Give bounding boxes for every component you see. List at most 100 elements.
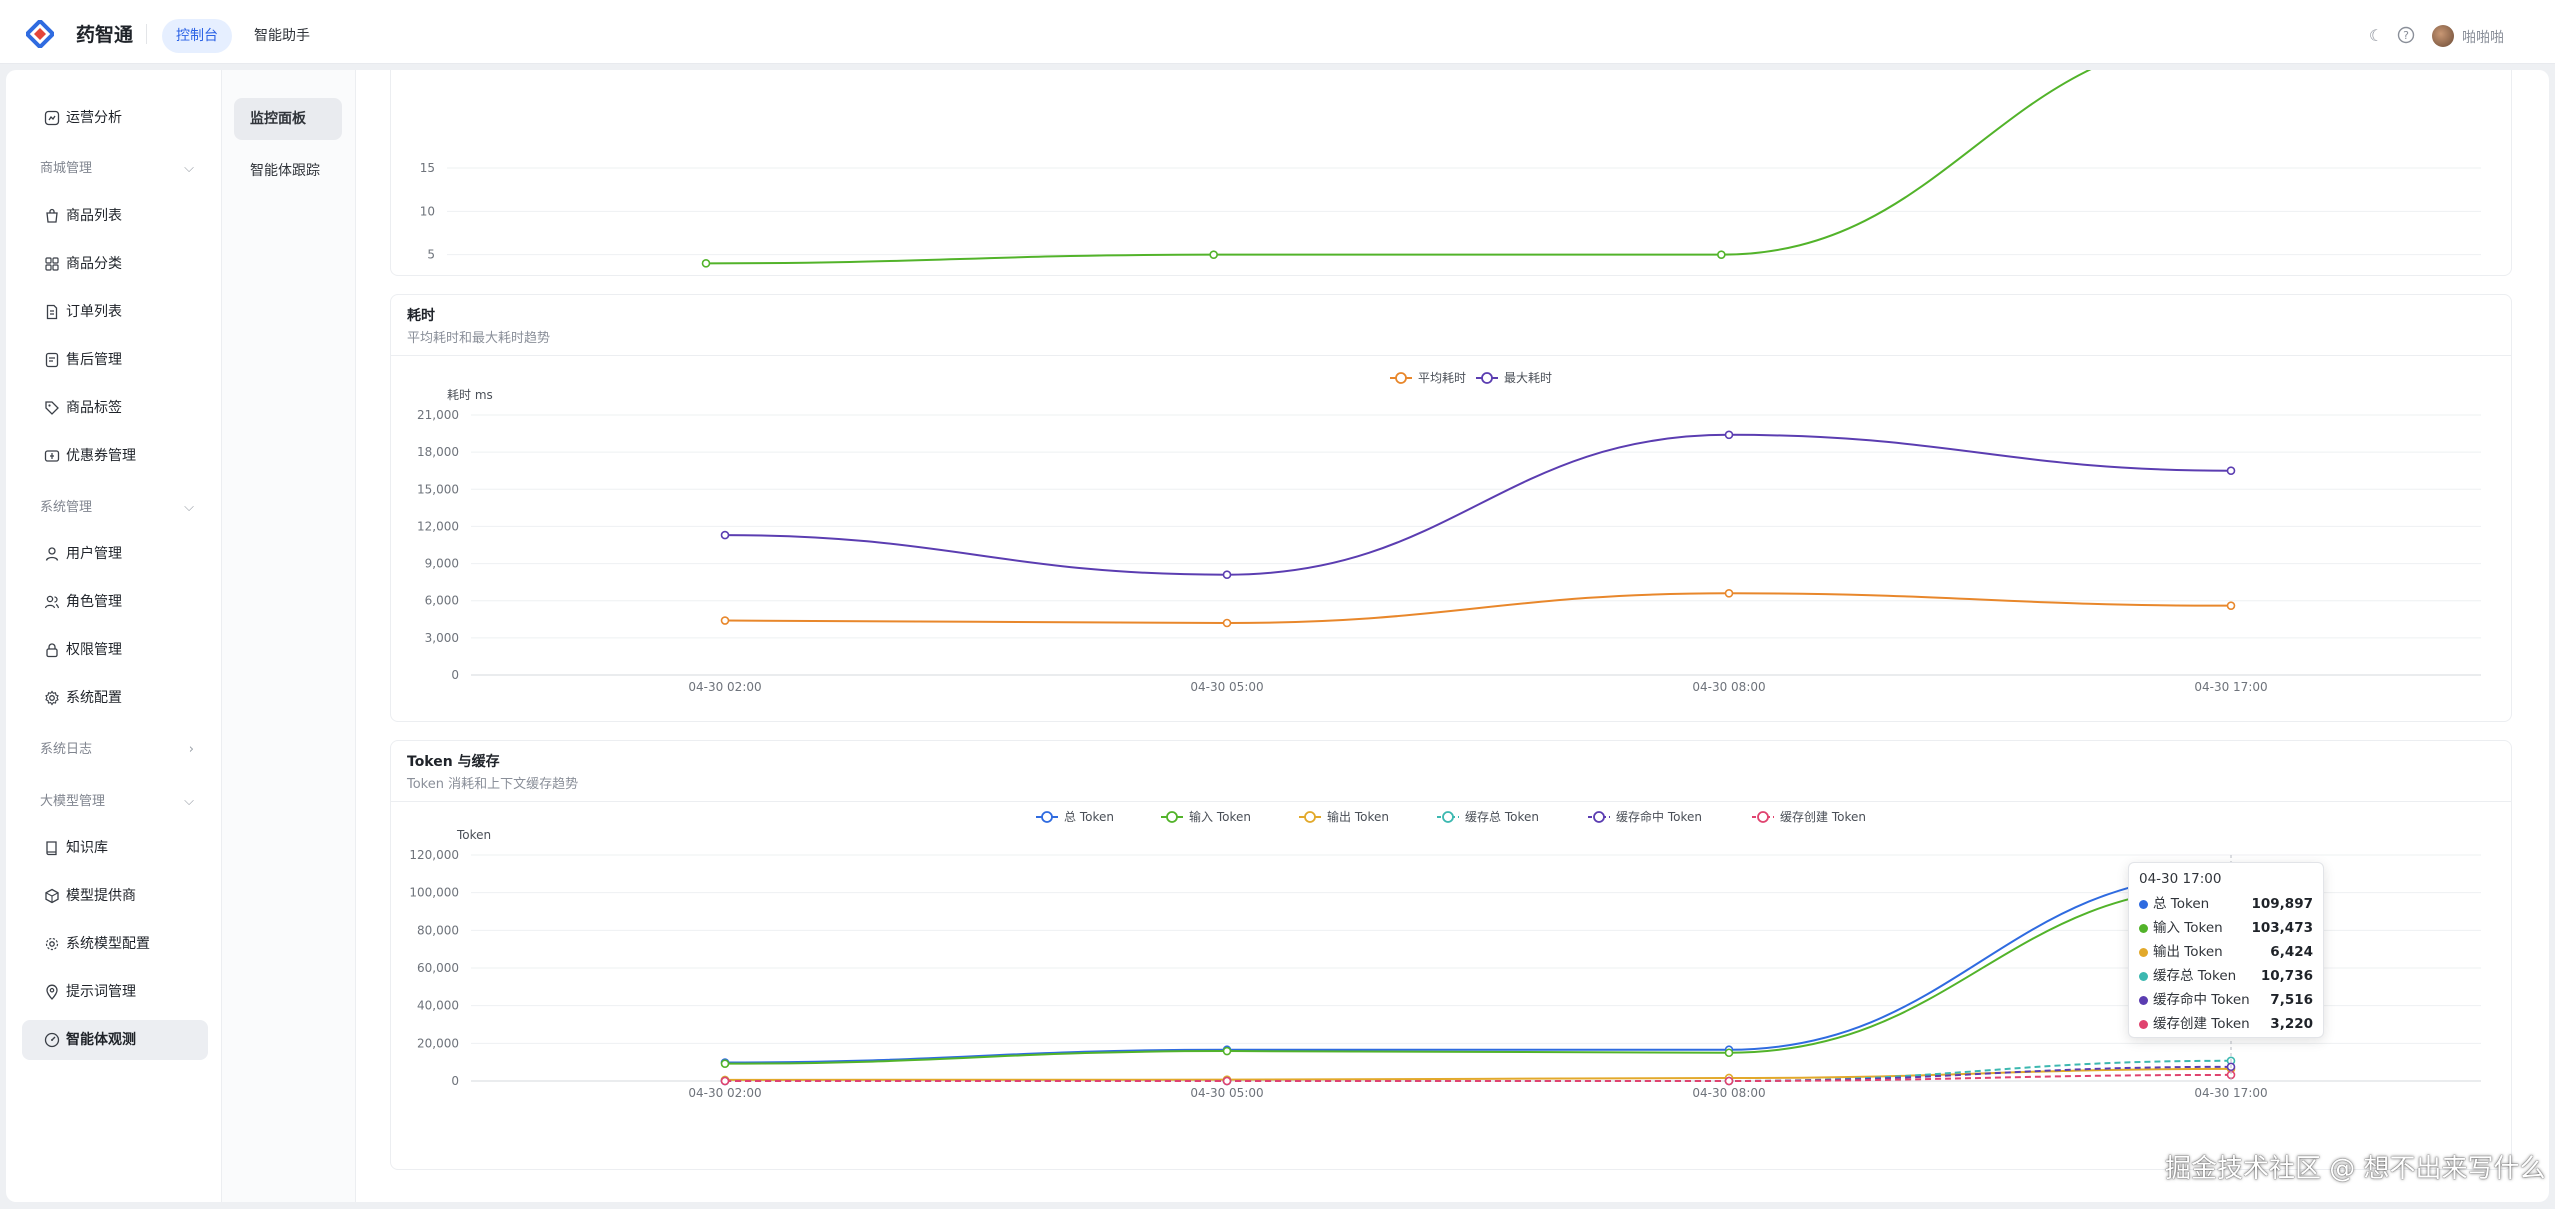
sidebar-item-users[interactable]: 用户管理 [22,534,208,574]
sidebar: 运营分析 商城管理 ⌵ 商品列表 商品分类 订单列表 售后管理 商品标签 优惠券 [6,70,222,1202]
x-tick-label: 04-30 08:00 [1692,1086,1765,1100]
cog-icon [45,937,59,951]
sidebar-item-knowledge-base[interactable]: 知识库 [22,828,208,868]
card-subtitle: 平均耗时和最大耗时趋势 [407,331,551,346]
tooltip-label: 总 Token [2153,896,2210,912]
y-tick-label: 0 [451,1074,459,1088]
top-divider [146,24,147,44]
sidebar-item-system-config[interactable]: 系统配置 [22,678,208,718]
tooltip-label: 缓存命中 Token [2153,992,2250,1008]
data-point [720,530,730,540]
sidebar-item-coupons[interactable]: 优惠券管理 [22,436,208,476]
legend-label: 最大耗时 [1504,371,1552,385]
chevron-right-icon: › [188,742,194,757]
data-point [1222,570,1232,580]
tooltip-value: 109,897 [2251,896,2314,912]
y-tick-label: 9,000 [425,557,459,571]
y-tick-label: 12,000 [417,519,459,533]
sidebar-item-label: 提示词管理 [66,984,136,1000]
card-subtitle: Token 消耗和上下文缓存趋势 [407,777,579,792]
series-line [705,70,2092,265]
sidebar-item-label: 角色管理 [66,594,122,610]
tab-console[interactable]: 控制台 [162,19,232,53]
series-line [725,1073,2232,1082]
sidebar-item-after-sales[interactable]: 售后管理 [22,340,208,380]
series-color-dot [2139,924,2148,933]
help-icon[interactable]: ? [2396,26,2416,46]
sidebar-group-label: 商城管理 [40,161,93,176]
lock-icon [46,643,58,658]
sidebar-group-label: 系统日志 [40,742,93,757]
y-tick-label: 120,000 [409,848,459,862]
tooltip-label: 输出 Token [2153,944,2223,960]
subnav-monitor-dashboard[interactable]: 监控面板 [234,98,342,140]
tab-assistant[interactable]: 智能助手 [254,28,310,44]
gear-icon [45,690,59,706]
tooltip-value: 10,736 [2260,968,2313,984]
grid-icon [45,257,59,271]
top-bar: 药智通 控制台 智能助手 ☾ ? 啪啪啪 [0,0,2555,64]
legend-marker [1593,811,1605,823]
logo-icon [26,20,54,48]
sidebar-item-label: 系统模型配置 [66,936,150,952]
sidebar-item-roles[interactable]: 角色管理 [22,582,208,622]
series-group [720,869,2236,1086]
y-tick-label: 21,000 [417,408,459,422]
x-tick-label: 04-30 17:00 [2194,680,2267,694]
data-point [1724,430,1734,440]
legend-marker [1481,372,1493,384]
sidebar-group-logs[interactable]: 系统日志 › [22,730,208,770]
y-tick-label: 100,000 [409,886,459,900]
series-group [720,430,2236,628]
data-point [701,259,711,268]
book-icon [46,841,57,856]
data-point [720,1076,730,1086]
series-line [724,885,2232,1065]
sidebar-group-system[interactable]: 系统管理 ⌵ [22,488,208,528]
sidebar-item-orders[interactable]: 订单列表 [22,292,208,332]
sidebar-item-operations[interactable]: 运营分析 [22,98,208,138]
sidebar-item-categories[interactable]: 商品分类 [22,244,208,284]
data-point [1222,618,1232,628]
legend-label: 总 Token [1064,810,1114,824]
card-divider [391,355,2511,356]
subnav-agent-tracing[interactable]: 智能体跟踪 [250,163,320,179]
data-point [1222,1046,1232,1056]
x-tick-label: 04-30 05:00 [1190,680,1263,694]
legend-label: 平均耗时 [1418,371,1466,385]
data-point [2226,466,2236,476]
y-tick-label: 20,000 [417,1036,459,1050]
sidebar-item-model-providers[interactable]: 模型提供商 [22,876,208,916]
sidebar-item-permissions[interactable]: 权限管理 [22,630,208,670]
series-color-dot [2139,900,2148,909]
avatar[interactable] [2432,25,2454,47]
app-title: 药智通 [76,24,134,46]
sidebar-item-system-models[interactable]: 系统模型配置 [22,924,208,964]
sidebar-group-llm[interactable]: 大模型管理 ⌵ [22,782,208,822]
x-tick-label: 04-30 02:00 [688,680,761,694]
sidebar-item-label: 商品列表 [66,208,122,224]
sidebar-item-products[interactable]: 商品列表 [22,196,208,236]
card-title: Token 与缓存 [407,754,500,770]
tooltip-row: 缓存总 Token 10,736 [2139,964,2313,988]
user-name[interactable]: 啪啪啪 [2462,30,2504,46]
tooltip-title: 04-30 17:00 [2139,871,2222,887]
sidebar-group-mall[interactable]: 商城管理 ⌵ [22,149,208,189]
sub-navigation: 监控面板 智能体跟踪 [222,70,356,1202]
series-group [701,70,2234,303]
moon-icon[interactable]: ☾ [2368,26,2384,45]
series-line [724,433,2232,576]
sidebar-item-product-tags[interactable]: 商品标签 [22,388,208,428]
data-point [1717,250,1726,259]
data-point [720,1059,730,1068]
data-point [2226,601,2236,610]
y-axis-label: 耗时 ms [447,388,493,402]
sidebar-item-label: 模型提供商 [66,888,136,904]
sidebar-item-label: 优惠券管理 [66,448,136,464]
series-line [724,592,2232,625]
y-tick-label: 60,000 [417,961,459,975]
sidebar-item-prompts[interactable]: 提示词管理 [22,972,208,1012]
sidebar-item-agent-observability[interactable]: 智能体观测 [22,1020,208,1060]
sidebar-item-label: 权限管理 [66,642,122,658]
